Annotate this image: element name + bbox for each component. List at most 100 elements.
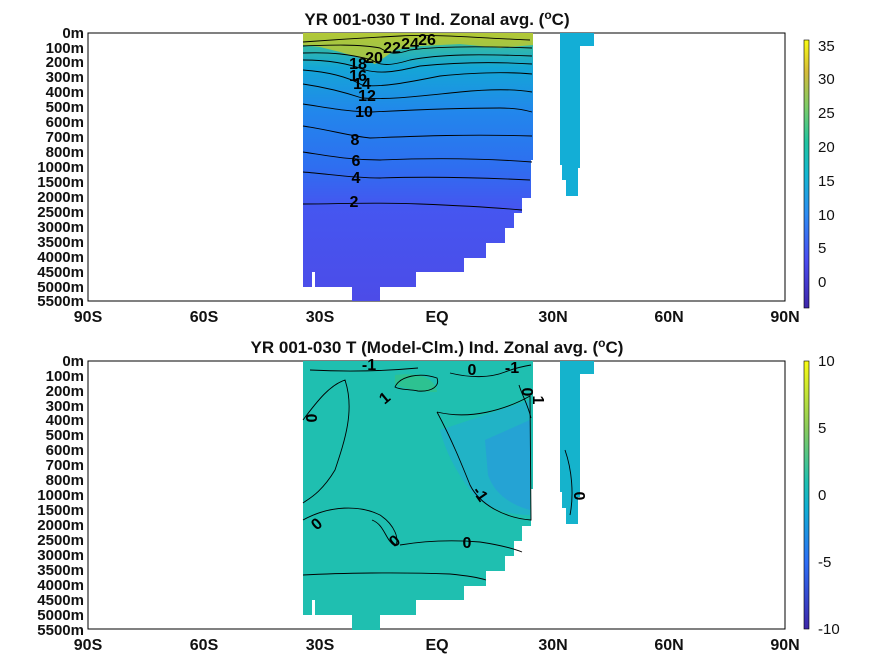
colorbar: 10 5 0 -5 -10: [803, 353, 840, 638]
contour-label: 20: [365, 50, 383, 67]
y-tick-label: 5000m: [37, 607, 84, 624]
y-tick-label: 2500m: [37, 532, 84, 549]
anomaly-warm-patch: [395, 374, 437, 392]
contour-label: 0: [518, 388, 535, 397]
contour-label: 10: [355, 104, 373, 121]
y-tick-label: 1500m: [37, 502, 84, 519]
chart-title: YR 001-030 T (Model-Clm.) Ind. Zonal avg…: [251, 336, 624, 357]
y-tick-label: 600m: [46, 442, 84, 459]
x-tick-label: 30N: [538, 309, 567, 326]
temperature-field: [303, 33, 533, 301]
contour-label: -1: [505, 360, 519, 377]
y-axis-ticks: 0m 100m 200m 300m 400m 500m 600m 700m 80…: [37, 25, 84, 310]
y-tick-label: 1000m: [37, 487, 84, 504]
y-tick-label: 3500m: [37, 234, 84, 251]
contour-label: 0: [304, 413, 321, 422]
y-tick-label: 500m: [46, 99, 84, 116]
contour-lines: [302, 35, 533, 211]
y-tick-label: 200m: [46, 383, 84, 400]
y-tick-label: 300m: [46, 69, 84, 86]
colorbar-tick: 20: [818, 139, 835, 156]
contour-label: 14: [353, 76, 371, 93]
colorbar-bar: [803, 39, 810, 309]
x-axis-ticks: 90S 60S 30S EQ 30N 60N 90N: [74, 309, 800, 326]
x-tick-label: 30S: [306, 309, 335, 326]
north-basin-anomaly: [560, 361, 594, 524]
y-tick-label: 4000m: [37, 577, 84, 594]
y-tick-label: 700m: [46, 457, 84, 474]
colorbar-tick: 10: [818, 207, 835, 224]
y-tick-label: 5000m: [37, 279, 84, 296]
y-tick-label: 4000m: [37, 249, 84, 266]
y-tick-label: 700m: [46, 129, 84, 146]
colorbar-tick: 15: [818, 173, 835, 190]
colorbar-bar: [803, 360, 810, 630]
y-tick-label: 5500m: [37, 622, 84, 639]
contour-label: 1: [529, 396, 546, 405]
y-tick-label: 4500m: [37, 592, 84, 609]
x-tick-label: 60S: [190, 637, 219, 654]
anomaly-cool-core: [485, 420, 530, 510]
y-tick-label: 300m: [46, 398, 84, 415]
y-tick-label: 0m: [62, 25, 84, 42]
colorbar-tick: 0: [818, 487, 826, 504]
contour-label: 26: [418, 32, 436, 49]
x-tick-label: 30N: [538, 637, 567, 654]
y-tick-label: 100m: [46, 40, 84, 57]
y-tick-label: 4500m: [37, 264, 84, 281]
x-tick-label: 60S: [190, 309, 219, 326]
contour-label: 12: [358, 88, 376, 105]
warm-surface-layer: [303, 33, 533, 64]
colorbar-tick: 35: [818, 38, 835, 55]
x-axis-ticks: 90S 60S 30S EQ 30N 60N 90N: [74, 637, 800, 654]
contour-label: 0: [570, 492, 587, 501]
panel-top: YR 001-030 T Ind. Zonal avg. (oC) 26 24 …: [37, 8, 834, 326]
x-tick-label: 90N: [770, 637, 799, 654]
colorbar-tick: 0: [818, 274, 826, 291]
contour-labels: 26 24 22 20 18 16 14 12 10 8 6 4 2: [349, 32, 436, 211]
contour-lines: [302, 364, 573, 581]
x-tick-label: 30S: [306, 637, 335, 654]
y-tick-label: 100m: [46, 368, 84, 385]
colorbar: 35 30 25 20 15 10 5 0: [803, 38, 835, 309]
y-tick-label: 0m: [62, 353, 84, 370]
y-tick-label: 5500m: [37, 293, 84, 310]
y-tick-label: 500m: [46, 427, 84, 444]
contour-label: 8: [351, 132, 360, 149]
colorbar-tick: 5: [818, 420, 826, 437]
chart-title: YR 001-030 T Ind. Zonal avg. (oC): [304, 8, 569, 29]
y-tick-label: 800m: [46, 472, 84, 489]
north-basin-field: [560, 33, 594, 196]
contour-label: 24: [401, 36, 419, 53]
y-tick-label: 2500m: [37, 204, 84, 221]
colorbar-tick: 25: [818, 105, 835, 122]
contour-label: 6: [352, 153, 361, 170]
x-tick-label: 60N: [654, 309, 683, 326]
x-tick-label: EQ: [425, 637, 448, 654]
panel-bottom: YR 001-030 T (Model-Clm.) Ind. Zonal avg…: [37, 336, 839, 654]
colorbar-tick: 10: [818, 353, 835, 370]
y-tick-label: 2000m: [37, 517, 84, 534]
contour-label: 22: [383, 40, 401, 57]
y-tick-label: 1000m: [37, 159, 84, 176]
contour-label: 0: [468, 362, 477, 379]
y-axis-ticks: 0m 100m 200m 300m 400m 500m 600m 700m 80…: [37, 353, 84, 639]
y-tick-label: 600m: [46, 114, 84, 131]
y-tick-label: 1500m: [37, 174, 84, 191]
contour-label: 0: [463, 535, 472, 552]
x-tick-label: EQ: [425, 309, 448, 326]
colorbar-tick: -5: [818, 554, 831, 571]
y-tick-label: 400m: [46, 412, 84, 429]
contour-label: 2: [350, 194, 359, 211]
contour-label: 16: [349, 68, 367, 85]
contour-label: -1: [362, 357, 376, 374]
colorbar-tick: 5: [818, 240, 826, 257]
x-tick-label: 90S: [74, 637, 103, 654]
x-tick-label: 60N: [654, 637, 683, 654]
y-tick-label: 2000m: [37, 189, 84, 206]
colorbar-tick: -10: [818, 621, 840, 638]
colorbar-tick: 30: [818, 71, 835, 88]
y-tick-label: 3000m: [37, 547, 84, 564]
x-tick-label: 90S: [74, 309, 103, 326]
